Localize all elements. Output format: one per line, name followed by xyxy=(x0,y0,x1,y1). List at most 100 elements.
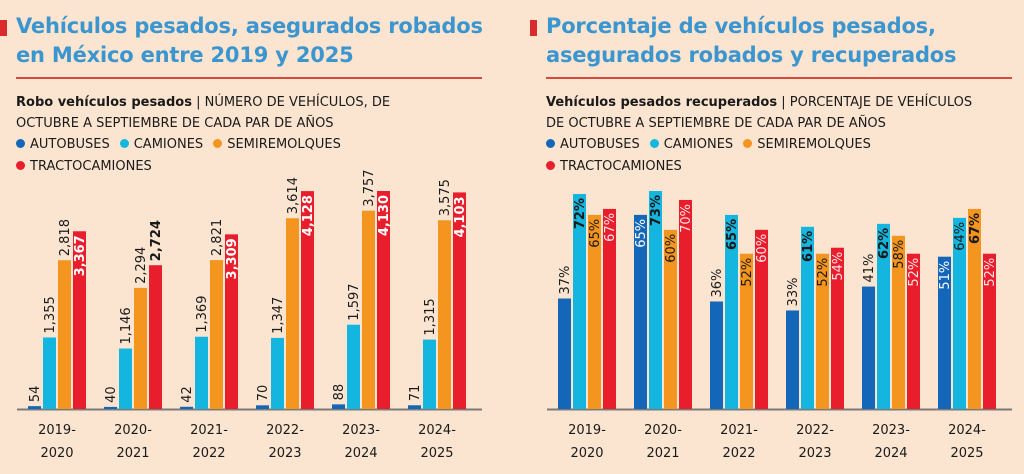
data-label: 1,355 xyxy=(43,296,58,333)
bar-semiremolques xyxy=(816,253,829,409)
data-label: 37% xyxy=(558,266,573,295)
data-label: 3,575 xyxy=(438,179,453,216)
bar-camiones xyxy=(271,337,284,409)
x-tick-label: 2022- xyxy=(266,423,304,438)
bar-camiones xyxy=(43,337,56,409)
x-tick-label: 2024 xyxy=(344,446,377,461)
subtitle-line1: | NÚMERO DE VEHÍCULOS, DE xyxy=(196,95,391,110)
chart-title: Porcentaje de vehículos pesados, asegura… xyxy=(546,14,957,67)
bar-semiremolques xyxy=(664,229,677,409)
data-label: 4,130 xyxy=(377,195,392,236)
legend-autobuses: AUTOBUSES xyxy=(16,134,110,156)
data-label: 3,309 xyxy=(225,238,240,279)
x-tick-label: 2020 xyxy=(40,446,73,461)
data-label: 54% xyxy=(831,252,846,281)
data-label: 52% xyxy=(983,258,998,287)
bar-camiones xyxy=(953,217,966,409)
chart-subtitle: Vehículos pesados recuperados | PORCENTA… xyxy=(546,92,972,134)
bar-autobuses xyxy=(786,310,799,409)
bar-tractocamiones xyxy=(983,253,996,409)
bar-semiremolques xyxy=(58,260,71,409)
chart-panel-stolen: Vehículos pesados, asegurados robados en… xyxy=(0,14,486,461)
bar-tractocamiones xyxy=(149,265,162,409)
bar-tractocamiones xyxy=(73,231,86,409)
bar-tractocamiones xyxy=(679,199,692,409)
legend-tractocamiones: TRACTOCAMIONES xyxy=(16,156,152,178)
bar-camiones xyxy=(347,324,360,409)
chart-title: Vehículos pesados, asegurados robados en… xyxy=(16,14,483,67)
bar-autobuses xyxy=(28,406,41,409)
bar-autobuses xyxy=(634,214,647,409)
chart-panel-recovered: Porcentaje de vehículos pesados, asegura… xyxy=(530,0,1024,474)
data-label: 72% xyxy=(573,198,588,229)
bar-autobuses xyxy=(710,301,723,409)
data-label: 88 xyxy=(332,384,347,401)
data-label: 1,369 xyxy=(195,296,210,333)
data-label: 52% xyxy=(740,258,755,287)
legend-camiones: CAMIONES xyxy=(119,134,203,156)
data-label: 42 xyxy=(180,386,195,403)
x-tick-label: 2020- xyxy=(644,423,682,438)
bar-semiremolques xyxy=(968,208,981,409)
x-tick-label: 2021 xyxy=(116,446,149,461)
data-label: 70 xyxy=(256,385,271,402)
chart-legend: AUTOBUSES CAMIONES SEMIREMOLQUES TRACTOCAM… xyxy=(16,134,486,178)
data-label: 54 xyxy=(28,386,43,403)
subtitle-bold: Vehículos pesados recuperados xyxy=(546,95,778,110)
x-tick-label: 2023 xyxy=(798,446,831,461)
bar-camiones xyxy=(573,193,586,409)
x-tick-label: 2024 xyxy=(874,446,907,461)
bar-tractocamiones xyxy=(907,253,920,409)
bar-tractocamiones xyxy=(225,234,238,409)
bar-autobuses xyxy=(256,405,269,409)
legend-semiremolques: SEMIREMOLQUES xyxy=(743,134,871,156)
x-tick-label: 2019- xyxy=(568,423,606,438)
data-label: 3,757 xyxy=(362,169,377,206)
legend-camiones: CAMIONES xyxy=(649,134,733,156)
title-marker xyxy=(530,20,537,36)
data-label: 58% xyxy=(892,240,907,269)
x-tick-label: 2022- xyxy=(796,423,834,438)
data-label: 2,294 xyxy=(134,247,149,284)
legend-tractocamiones: TRACTOCAMIONES xyxy=(546,156,682,178)
bar-autobuses xyxy=(332,404,345,409)
data-label: 60% xyxy=(755,234,770,263)
subtitle-line2: DE OCTUBRE A SEPTIEMBRE DE CADA PAR DE A… xyxy=(546,116,886,131)
data-label: 60% xyxy=(664,234,679,263)
bar-camiones xyxy=(195,336,208,409)
bar-semiremolques xyxy=(588,214,601,409)
x-tick-label: 2023- xyxy=(872,423,910,438)
x-tick-label: 2020 xyxy=(570,446,603,461)
subtitle-line2: OCTUBRE A SEPTIEMBRE DE CADA PAR DE AÑOS xyxy=(16,116,334,131)
bar-chart-stolen: 2019- 2020 54 1,355 2,818 3,367 2020- 2021 40 1,1… xyxy=(17,169,482,461)
chart-legend: AUTOBUSES CAMIONES SEMIREMOLQUES TRACTOCAM… xyxy=(546,134,1016,178)
bar-camiones xyxy=(649,191,662,409)
x-tick-label: 2022 xyxy=(722,446,755,461)
bar-semiremolques xyxy=(210,260,223,409)
data-label: 65% xyxy=(634,219,649,248)
bar-semiremolques xyxy=(740,253,753,409)
data-label: 3,614 xyxy=(286,177,301,214)
bar-camiones xyxy=(877,223,890,409)
x-tick-label: 2021- xyxy=(190,423,228,438)
x-tick-label: 2024- xyxy=(418,423,456,438)
bar-autobuses xyxy=(558,298,571,409)
data-label: 51% xyxy=(938,261,953,290)
data-label: 1,347 xyxy=(271,297,286,334)
bar-autobuses xyxy=(862,286,875,409)
x-tick-label: 2025 xyxy=(420,446,453,461)
data-label: 2,818 xyxy=(58,219,73,256)
bar-camiones xyxy=(801,226,814,409)
bar-camiones xyxy=(119,348,132,409)
x-tick-label: 2022 xyxy=(192,446,225,461)
bar-autobuses xyxy=(104,406,117,409)
bar-tractocamiones xyxy=(453,192,466,409)
data-label: 64% xyxy=(953,222,968,251)
bar-semiremolques xyxy=(286,218,299,409)
bar-semiremolques xyxy=(134,287,147,409)
data-label: 65% xyxy=(725,219,740,250)
data-label: 71 xyxy=(408,385,423,402)
data-label: 67% xyxy=(968,213,983,244)
chart-subtitle: Robo vehículos pesados | NÚMERO DE VEHÍC… xyxy=(16,92,390,134)
